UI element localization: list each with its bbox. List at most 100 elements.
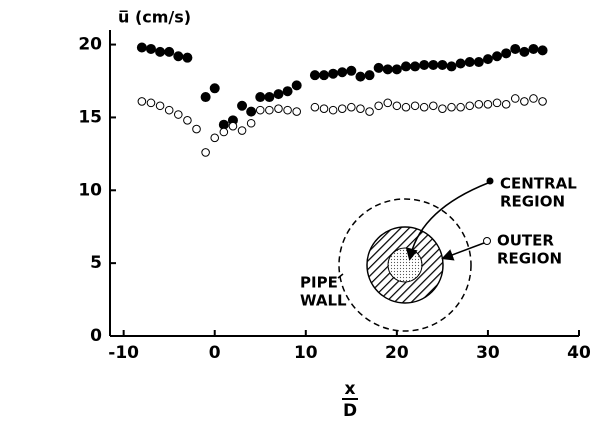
point [383, 98, 393, 108]
point [309, 70, 320, 81]
point [365, 107, 374, 116]
point [137, 97, 147, 106]
point [355, 71, 366, 82]
y-tick-label: 0 [90, 326, 102, 346]
y-tick-label: 10 [78, 180, 102, 200]
x-tick-label: 30 [476, 343, 500, 363]
y-tick-label: 15 [78, 107, 102, 127]
annotation: OUTER [497, 232, 554, 250]
point [173, 51, 184, 62]
point [520, 97, 529, 106]
point [209, 83, 220, 94]
point [274, 104, 283, 113]
point [364, 70, 375, 81]
point [291, 80, 302, 91]
point [283, 105, 292, 115]
x-axis-label-top: x [345, 379, 356, 399]
point [474, 100, 484, 109]
point [410, 61, 421, 72]
y-axis-label: u̅ (cm/s) [118, 8, 191, 27]
x-tick-label: 10 [294, 343, 318, 363]
point [438, 104, 447, 113]
point [492, 51, 503, 62]
point [538, 97, 547, 106]
point [337, 67, 348, 78]
point [428, 101, 438, 111]
x-tick-label: 0 [209, 343, 221, 363]
point [392, 101, 402, 111]
point [455, 58, 466, 69]
point [446, 61, 457, 72]
point [182, 52, 193, 63]
point [529, 94, 538, 103]
point [136, 42, 147, 53]
point [483, 100, 493, 109]
point [428, 59, 439, 70]
point [382, 64, 393, 75]
point [237, 100, 248, 111]
point [510, 94, 520, 103]
annotation: REGION [497, 250, 562, 268]
point [255, 105, 265, 115]
y-tick-label: 20 [78, 35, 102, 55]
point [391, 64, 402, 75]
point [164, 46, 175, 57]
point [419, 102, 429, 112]
point [437, 59, 448, 70]
annotation: PIPE [300, 274, 338, 292]
y-tick-label: 5 [90, 253, 102, 273]
point [237, 126, 247, 135]
point [347, 102, 356, 112]
point [155, 101, 165, 111]
point [374, 101, 383, 111]
point [246, 118, 256, 128]
point [337, 104, 347, 113]
point [464, 57, 475, 68]
point [465, 101, 475, 111]
point [219, 127, 229, 137]
point [492, 98, 502, 108]
point [310, 102, 320, 112]
point [246, 106, 257, 117]
point [319, 104, 329, 113]
point [282, 86, 293, 97]
point [410, 101, 420, 111]
x-tick-label: 20 [385, 343, 409, 363]
point [201, 148, 210, 157]
point [255, 92, 266, 103]
point [273, 89, 284, 100]
point [346, 65, 357, 76]
point [319, 70, 330, 81]
point [473, 57, 484, 68]
point [501, 48, 512, 59]
annotation: CENTRAL [500, 175, 577, 193]
point [537, 45, 548, 56]
point [146, 98, 156, 108]
x-tick-label: -10 [108, 343, 139, 363]
point [328, 68, 339, 79]
point [519, 46, 530, 57]
point [510, 43, 521, 54]
point [456, 102, 465, 112]
point [501, 100, 511, 109]
point [183, 116, 192, 125]
point [265, 105, 274, 115]
point [192, 124, 201, 134]
point [228, 121, 238, 131]
point [174, 110, 183, 119]
point [145, 43, 156, 54]
point [164, 105, 174, 115]
annotation: REGION [500, 193, 565, 211]
point [528, 43, 539, 54]
point [419, 59, 430, 70]
annotation: WALL [300, 292, 347, 310]
point [356, 104, 365, 113]
point [447, 102, 456, 112]
pipe-diagram [337, 177, 494, 332]
point [482, 54, 493, 65]
point [200, 92, 211, 103]
point [155, 46, 166, 57]
x-axis-label-bottom: D [343, 401, 357, 421]
point [292, 107, 301, 116]
